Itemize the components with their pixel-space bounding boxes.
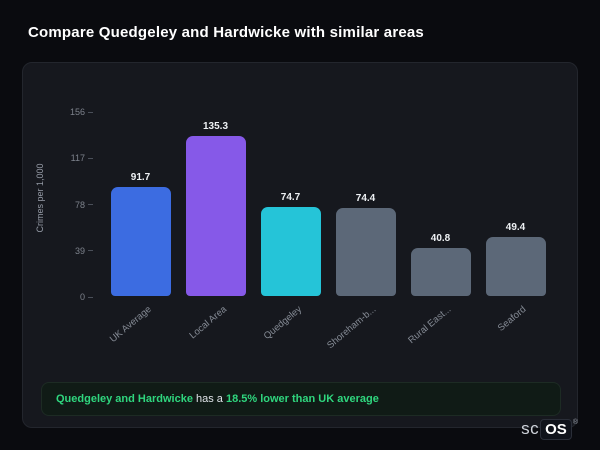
bar-value-label: 40.8 — [430, 232, 451, 244]
bar-group-quedgeley: 74.7 Quedgeley — [253, 91, 328, 342]
registered-mark-icon: ® — [572, 419, 578, 426]
bar-local-area — [185, 135, 246, 296]
callout-stat-text: 18.5% lower than UK average — [225, 393, 379, 405]
y-axis-label: Crimes per 1,000 — [35, 163, 45, 233]
bar-quedgeley — [260, 207, 321, 296]
bar-rural-east — [410, 247, 471, 296]
bar-value-label: 74.4 — [355, 192, 376, 204]
page-title: Compare Quedgeley and Hardwicke with sim… — [28, 24, 424, 41]
y-tick-117: 117 — [71, 153, 93, 163]
x-axis-label: UK Average — [107, 304, 154, 345]
bar-value-label: 49.4 — [505, 222, 526, 234]
bar-group-local-area: 135.3 Local Area — [178, 91, 253, 341]
logo-suffix: OS — [540, 419, 572, 440]
callout-area-name: Quedgeley and Hardwicke — [56, 393, 193, 405]
bar-uk-average — [110, 187, 171, 296]
bar-group-uk-average: 91.7 UK Average — [103, 91, 178, 345]
bar-shoreham-b — [335, 207, 396, 296]
y-tick-156: 156 — [70, 107, 93, 117]
x-axis-label: Local Area — [187, 304, 229, 342]
scos-logo: sc OS ® — [521, 419, 578, 440]
chart-card: Crimes per 1,000 156 117 78 39 0 91.7 UK Aver… — [22, 62, 578, 428]
logo-prefix: sc — [521, 419, 540, 438]
callout-connector-text: has a — [196, 393, 223, 405]
bar-group-seaford: 49.4 Seaford — [478, 91, 553, 334]
insight-callout: Quedgeley and Hardwicke has a 18.5% lowe… — [41, 382, 561, 416]
bar-value-label: 135.3 — [202, 120, 229, 132]
bar-seaford — [485, 237, 546, 296]
y-axis-ticks: 156 117 78 39 0 — [53, 107, 93, 302]
bar-group-rural-east: 40.8 Rural East... — [403, 91, 478, 346]
y-tick-39: 39 — [75, 246, 93, 256]
bar-value-label: 91.7 — [130, 172, 151, 184]
y-tick-0: 0 — [80, 292, 93, 302]
y-tick-78: 78 — [75, 200, 93, 210]
x-axis-label: Seaford — [496, 304, 529, 334]
bar-group-shoreham-b: 74.4 Shoreham-b... — [325, 91, 403, 351]
bar-value-label: 74.7 — [280, 192, 301, 204]
x-axis-label: Quedgeley — [261, 304, 304, 342]
bar-chart-plot: 91.7 UK Average 135.3 Local Area 74.7 Quedgel… — [103, 91, 555, 351]
x-axis-label: Rural East... — [406, 304, 454, 347]
x-axis-label: Shoreham-b... — [325, 304, 379, 352]
